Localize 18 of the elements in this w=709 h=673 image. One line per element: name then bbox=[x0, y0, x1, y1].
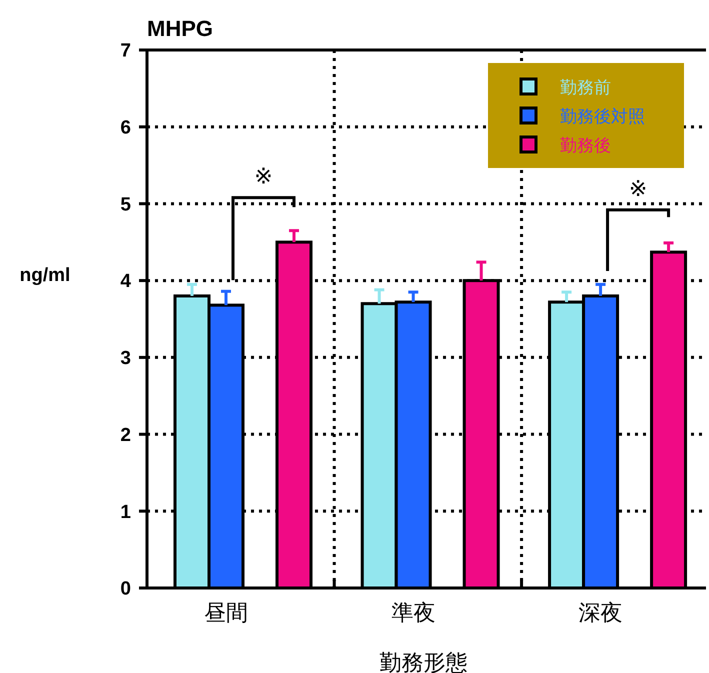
y-tick-label: 2 bbox=[120, 424, 131, 446]
x-tick-label: 昼間 bbox=[204, 600, 248, 625]
legend-label: 勤務後 bbox=[560, 136, 611, 155]
chart-title: MHPG bbox=[147, 16, 213, 41]
y-tick-label: 7 bbox=[120, 40, 131, 62]
y-tick-label: 3 bbox=[120, 348, 131, 370]
legend-label: 勤務後対照 bbox=[560, 106, 645, 126]
legend-label: 勤務前 bbox=[560, 78, 611, 97]
annotation: ※ bbox=[628, 176, 648, 201]
annotation: ※ bbox=[254, 164, 273, 189]
y-tick-label: 1 bbox=[120, 502, 132, 523]
y-tick-label: 4 bbox=[120, 271, 132, 292]
x-tick-label: 深夜 bbox=[578, 600, 623, 625]
y-tick-label: 5 bbox=[120, 194, 132, 216]
y-tick-label: 0 bbox=[120, 578, 131, 600]
y-tick-label: 6 bbox=[120, 118, 131, 139]
y-axis-title: ng/ml bbox=[20, 265, 70, 286]
x-tick-label: 準夜 bbox=[391, 600, 436, 625]
